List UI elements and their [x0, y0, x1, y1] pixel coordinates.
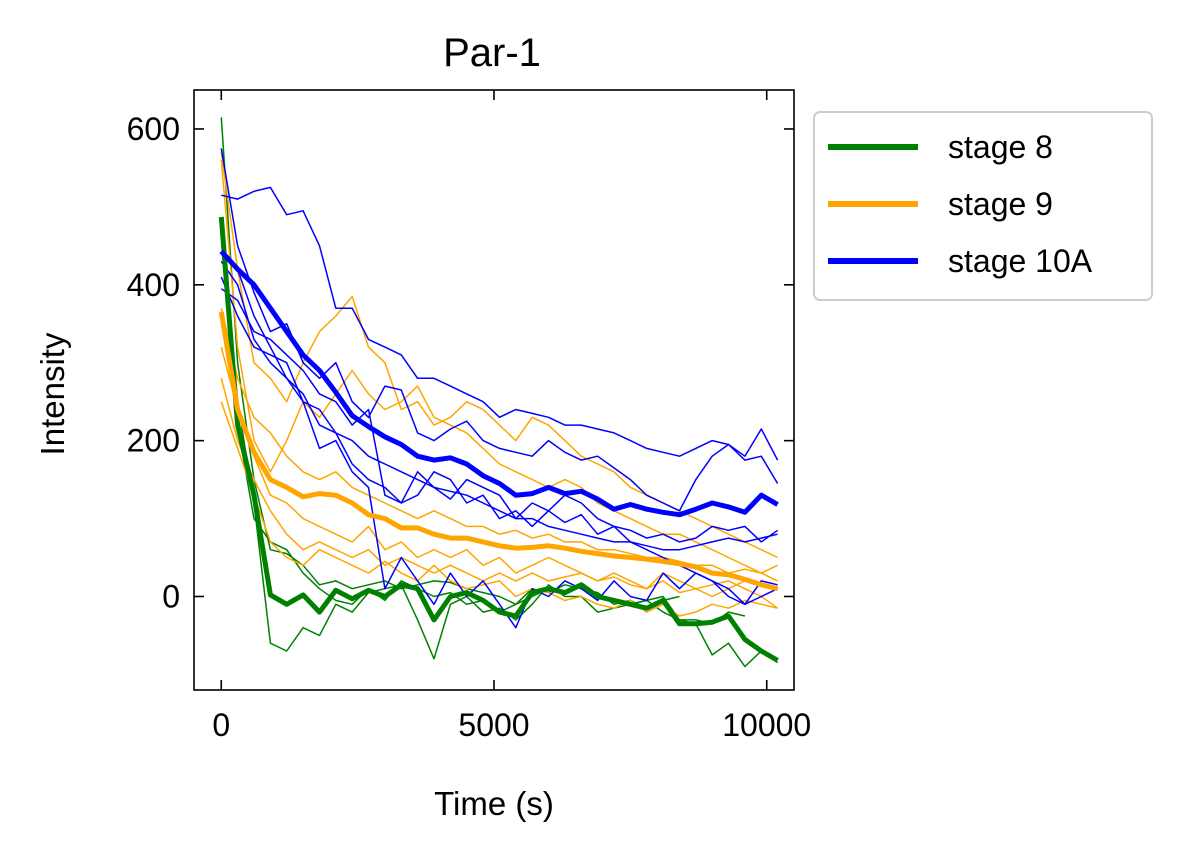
- legend-label-stage-9: stage 9: [948, 186, 1053, 222]
- series-line-stage-8-mean: [221, 217, 777, 660]
- y-axis-label: Intensity: [34, 332, 71, 455]
- x-tick-label-5000: 5000: [458, 707, 529, 743]
- x-tick-label-0: 0: [212, 707, 230, 743]
- series-line-stage-9-trace-2: [221, 308, 777, 581]
- series-line-stage-10a-trace-1: [221, 187, 777, 460]
- legend-label-stage-8: stage 8: [948, 129, 1053, 165]
- x-tick-label-10000: 10000: [722, 707, 811, 743]
- y-tick-label-400: 400: [127, 267, 180, 303]
- legend-label-stage-10a: stage 10A: [948, 243, 1093, 279]
- x-axis-label: Time (s): [434, 785, 554, 822]
- axis-ticks: 0 5000 10000 0 200 400 600: [127, 90, 812, 743]
- legend: stage 8 stage 9 stage 10A: [814, 112, 1152, 300]
- series-line-stage-10a-mean: [221, 251, 777, 514]
- y-tick-label-600: 600: [127, 111, 180, 147]
- y-tick-label-0: 0: [162, 578, 180, 614]
- chart-title: Par-1: [443, 31, 541, 75]
- plot-series: [221, 117, 777, 666]
- y-tick-label-200: 200: [127, 423, 180, 459]
- series-line-stage-10a-trace-2: [221, 148, 777, 510]
